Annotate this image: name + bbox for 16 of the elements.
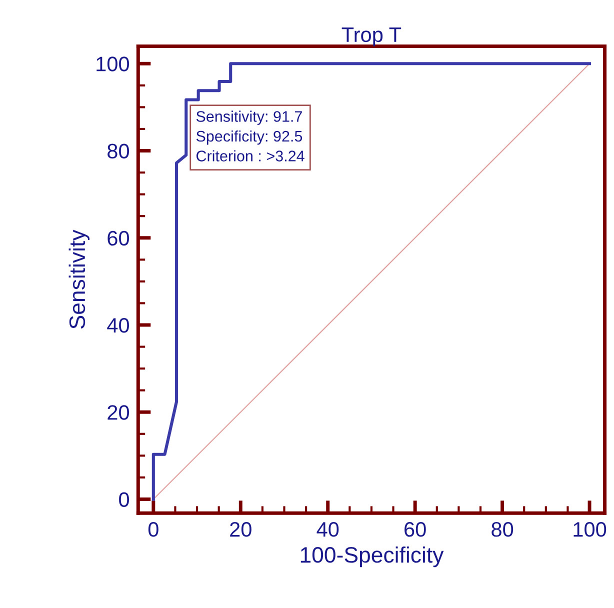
x-axis-title: 100-Specificity (300, 546, 444, 568)
y-tick-label: 80 (108, 144, 130, 158)
x-tick-label: 0 (148, 522, 158, 537)
x-tick-label: 40 (316, 522, 339, 537)
y-tick-label: 20 (108, 405, 130, 420)
chart-title: Trop T (342, 28, 402, 46)
x-tick-label: 80 (492, 522, 514, 537)
x-tick-label: 60 (404, 522, 426, 537)
y-axis-title: Sensitivity (68, 230, 90, 329)
x-tick-label: 20 (230, 522, 252, 537)
x-tick-label: 100 (574, 522, 606, 537)
y-tick-label: 0 (119, 492, 130, 507)
y-tick-label: 40 (107, 318, 130, 333)
annotation: Sensitivity: 91.7 Specificity: 92.5 Criterion : >3.24 (196, 110, 304, 162)
y-tick-label: 60 (108, 230, 130, 246)
y-tick-label: 100 (96, 56, 130, 72)
